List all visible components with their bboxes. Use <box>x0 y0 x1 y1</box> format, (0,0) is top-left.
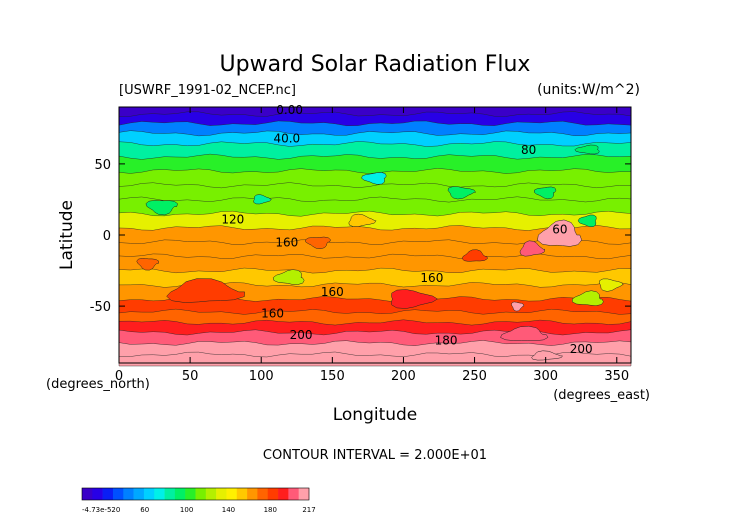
lat-band <box>118 153 632 175</box>
colorbar-tick-label: 140 <box>222 506 235 514</box>
region-blob <box>599 278 624 292</box>
lat-band <box>118 267 632 288</box>
region-blob <box>572 290 604 306</box>
lat-band <box>118 182 632 203</box>
region-blob <box>391 289 439 309</box>
contour-label: 80 <box>521 143 536 157</box>
x-tick-label: 50 <box>182 369 199 384</box>
lat-band <box>118 111 632 127</box>
x-tick-label: 300 <box>533 369 558 384</box>
y-tick-label: -50 <box>90 300 111 315</box>
contour-label: 60 <box>552 223 567 237</box>
colorbar-swatch <box>154 488 165 500</box>
colorbar-swatch <box>92 488 103 500</box>
lat-band <box>118 141 632 160</box>
region-blob <box>531 350 563 361</box>
contour-label: 180 <box>435 334 458 348</box>
x-tick-label: 200 <box>391 369 416 384</box>
x-axis: 0 50 100 150 200 250 300 350 <box>115 107 629 384</box>
color-bands <box>118 106 632 367</box>
colorbar-swatch <box>195 488 207 500</box>
region-blob <box>361 172 387 185</box>
region-blob <box>166 278 245 303</box>
colorbar-swatch <box>247 488 258 500</box>
contour-label: 160 <box>261 306 284 320</box>
colorbar: 60 100 140 180 <box>81 487 310 514</box>
region-blob <box>253 194 272 205</box>
colorbar-max-label: 217 <box>302 506 315 514</box>
region-blob <box>519 240 546 257</box>
region-blob <box>305 236 331 250</box>
x-axis-label: Longitude <box>333 405 418 425</box>
contour-label: 160 <box>420 271 443 285</box>
colorbar-swatch <box>236 488 248 500</box>
colorbar-swatch <box>112 488 124 500</box>
colorbar-swatch <box>216 488 227 500</box>
chart-title: Upward Solar Radiation Flux <box>220 52 531 77</box>
contour-labels: 0.00 40.0 80 120 160 160 160 160 200 180 60 200 <box>221 103 592 356</box>
colorbar-swatch <box>185 488 196 500</box>
region-blob <box>447 186 477 200</box>
region-blob <box>500 325 549 341</box>
colorbar-swatch <box>174 488 186 500</box>
colorbar-swatch <box>123 488 134 500</box>
y-unit-label: (degrees_north) <box>46 377 150 392</box>
x-tick-label: 350 <box>604 369 629 384</box>
region-blob <box>537 219 582 247</box>
contour-label: 120 <box>221 213 244 227</box>
y-axis-label: Latitude <box>57 200 77 270</box>
colorbar-swatch <box>267 488 279 500</box>
colorbar-swatch <box>226 488 238 500</box>
y-axis: -50 0 50 <box>90 158 631 315</box>
colorbar-swatch <box>82 488 93 500</box>
lat-band <box>118 196 632 217</box>
contour-label: 160 <box>321 285 344 299</box>
contour-label: 160 <box>275 235 298 249</box>
colorbar-frame <box>81 487 310 501</box>
regional-blobs <box>136 144 624 361</box>
y-tick-label: 0 <box>103 229 111 244</box>
lat-band <box>118 351 632 367</box>
colorbar-tick-label: 60 <box>140 506 149 514</box>
lat-band <box>118 340 632 358</box>
colorbar-swatch <box>205 488 217 500</box>
region-blob <box>533 186 557 200</box>
region-blob <box>136 258 159 271</box>
colorbar-tick-label: 100 <box>180 506 193 514</box>
colorbar-swatch <box>143 488 155 500</box>
colorbar-swatch <box>133 488 145 500</box>
units-label: (units:W/m^2) <box>537 82 640 98</box>
lat-band <box>118 308 632 326</box>
y-tick-label: 50 <box>94 158 111 173</box>
colorbar-swatch <box>164 488 176 500</box>
contour-interval: CONTOUR INTERVAL = 2.000E+01 <box>263 448 487 463</box>
region-blob <box>145 200 178 216</box>
region-blob <box>574 144 600 155</box>
colorbar-swatch <box>298 488 310 500</box>
x-tick-label: 0 <box>115 369 123 384</box>
region-blob <box>348 213 377 227</box>
chart-subtitle: [USWRF_1991-02_NCEP.nc] <box>119 83 296 98</box>
x-tick-label: 100 <box>249 369 274 384</box>
region-blob <box>577 214 597 228</box>
colorbar-swatch <box>278 488 289 500</box>
plot-area: 0.00 40.0 80 120 160 160 160 160 200 180 60 200 <box>118 103 632 367</box>
contour-label: 40.0 <box>273 132 300 146</box>
contour-label: 0.00 <box>276 103 303 117</box>
colorbar-swatch <box>288 488 299 500</box>
region-blob <box>461 249 488 262</box>
contour-label: 200 <box>570 342 593 356</box>
region-blob <box>511 301 525 312</box>
x-unit-label: (degrees_east) <box>553 388 650 403</box>
x-tick-label: 250 <box>462 369 487 384</box>
contour-label: 200 <box>290 328 313 342</box>
region-blob <box>272 269 305 285</box>
colorbar-min-label: -4.73e-520 <box>82 506 120 514</box>
x-tick-label: 150 <box>320 369 345 384</box>
colorbar-swatch <box>257 488 269 500</box>
colorbar-tick-label: 180 <box>264 506 277 514</box>
colorbar-swatch <box>102 488 114 500</box>
